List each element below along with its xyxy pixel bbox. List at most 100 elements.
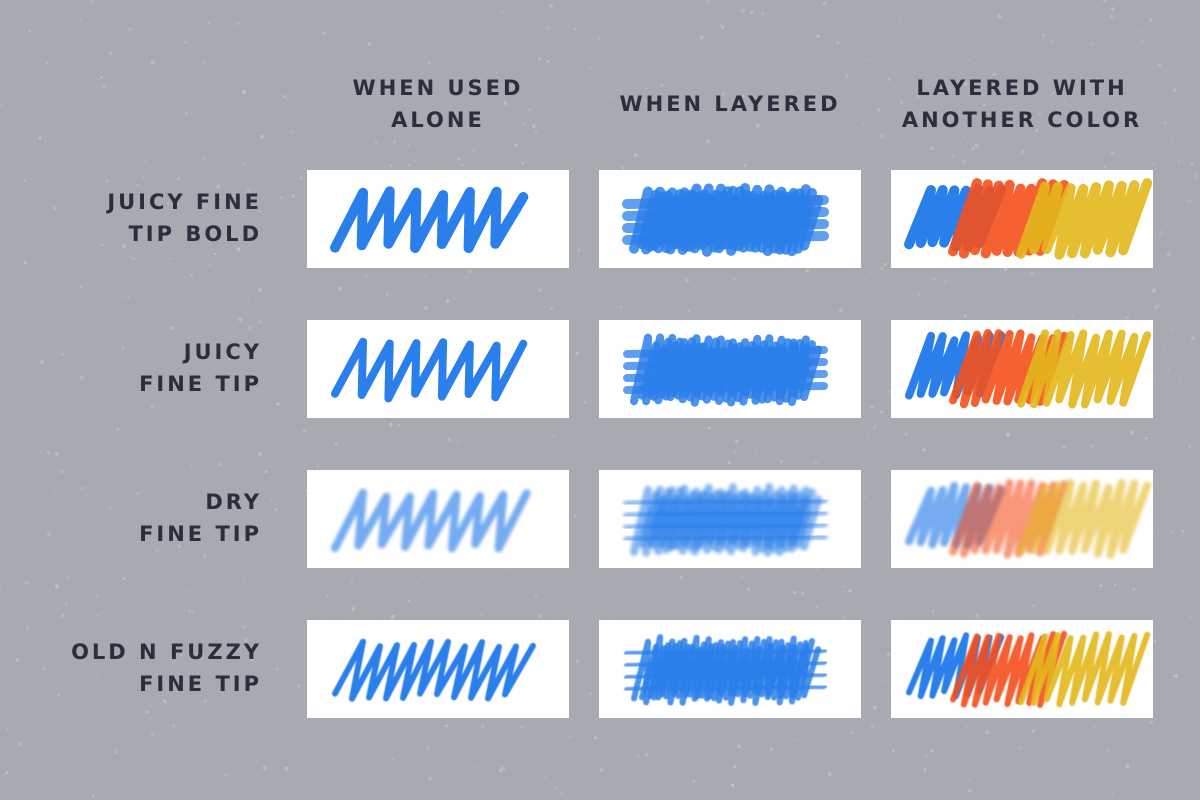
speckle [498,768,503,773]
speckle [79,285,82,289]
speckle [33,671,35,674]
speckle [850,731,853,735]
speckle [242,577,245,580]
speckle [25,625,30,630]
speckle [619,305,623,309]
speckle [961,159,966,164]
speckle [883,262,887,266]
speckle [259,321,262,324]
speckle [1153,639,1157,643]
speckle [599,768,604,772]
brush-stroke [1018,631,1151,708]
brush-stroke [623,520,828,532]
speckle [532,124,536,129]
speckle [142,176,145,179]
speckle [1018,746,1021,749]
speckle [534,593,538,597]
labels: WHEN USED ALONE WHEN LAYERED LAYERED WITH AN… [71,76,1139,696]
speckle [241,25,244,27]
speckle [1178,380,1181,383]
speckle [1086,298,1089,301]
speckle [188,590,191,593]
brush-stroke [646,341,823,401]
speckle [367,42,372,46]
speckle [238,317,243,322]
speckle [34,476,37,478]
speckle [378,29,380,31]
speckle [489,137,491,140]
speckle [155,548,159,553]
speckle [968,789,972,793]
swatch-cell [599,170,861,268]
speckle [392,757,395,761]
speckle [270,499,273,502]
speckle [132,257,136,261]
speckle [923,768,927,772]
speckle [1053,111,1056,115]
speckle [96,614,99,617]
speckle [1188,445,1191,449]
speckle [276,402,280,406]
speckle [294,572,297,575]
speckle [326,594,329,597]
speckle [428,776,432,781]
speckle [460,163,464,167]
speckle [727,460,731,465]
speckle [243,625,247,629]
speckle [967,59,970,62]
speckle [294,523,296,526]
speckle [353,69,355,71]
speckle [1113,583,1117,586]
speckle [862,122,865,125]
speckle [244,638,248,642]
speckle [258,288,263,293]
speckle [53,206,57,210]
speckle [274,508,278,512]
speckle [692,780,696,783]
brush-stroke [331,337,528,403]
speckle [242,90,246,95]
row-label: JUICY FINE [105,190,262,214]
speckle [108,50,113,55]
speckle [138,340,140,342]
brush-stroke [622,207,829,221]
swatch-cell [891,620,1153,718]
speckle [95,594,99,598]
speckle [38,136,42,140]
speckle [161,92,164,95]
speckle [1032,604,1035,607]
speckle [886,652,891,656]
speckle [1163,121,1167,124]
speckle [1106,750,1109,752]
speckle [105,328,108,331]
speckle [122,244,126,248]
speckle [224,773,228,777]
speckle [514,143,518,148]
speckle [108,506,111,509]
speckle [284,766,289,771]
speckle [391,614,395,619]
row-label: JUICY [182,340,262,364]
speckle [538,57,541,61]
speckle [283,94,287,99]
speckle [1181,529,1185,533]
speckle [50,184,52,187]
speckle [793,590,797,595]
speckle [1157,304,1160,308]
speckle [130,123,132,125]
speckle [1152,162,1155,166]
row-label: OLD N FUZZY [71,640,262,664]
speckle [870,270,874,274]
speckle [351,607,355,611]
speckle [783,168,786,171]
speckle [65,602,68,605]
speckle [872,426,876,430]
speckle [127,296,130,299]
speckle [1174,674,1179,678]
column-header: WHEN LAYERED [619,92,840,116]
speckle [1185,678,1187,680]
speckle [733,450,737,454]
speckle [679,575,683,579]
swatch-cell [891,320,1153,418]
speckle [1051,40,1054,42]
